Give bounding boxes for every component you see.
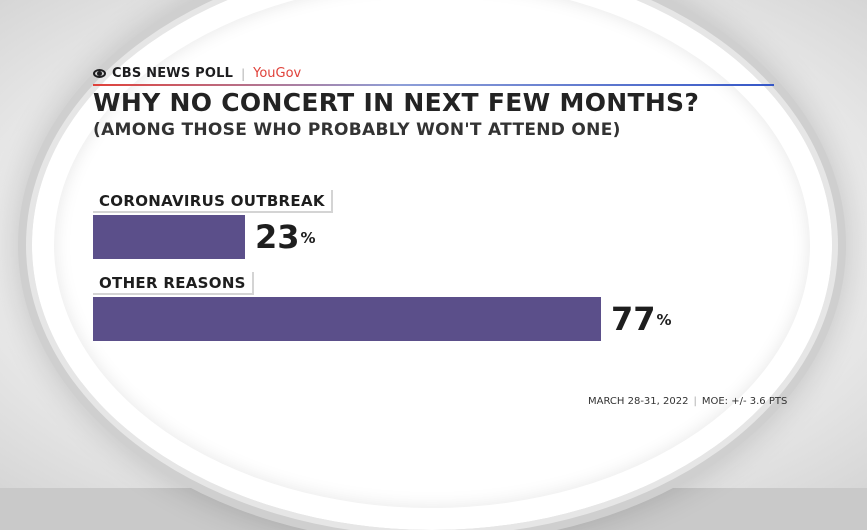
bar bbox=[93, 215, 245, 259]
value-number: 23 bbox=[255, 218, 300, 256]
poll-date: MARCH 28-31, 2022 bbox=[588, 396, 689, 407]
percent-sign: % bbox=[656, 311, 672, 329]
footer-separator: | bbox=[693, 396, 697, 407]
value-label: 23% bbox=[255, 221, 316, 253]
header-rule bbox=[93, 84, 774, 86]
header-separator: | bbox=[241, 66, 246, 81]
margin-of-error: MOE: +/- 3.6 PTS bbox=[701, 396, 788, 407]
category-label: OTHER REASONS bbox=[93, 272, 254, 295]
value-label: 77% bbox=[611, 303, 672, 335]
poll-header: CBS NEWS POLL | YouGov bbox=[93, 66, 301, 81]
bar bbox=[93, 297, 601, 341]
chart-title: WHY NO CONCERT IN NEXT FEW MONTHS? bbox=[93, 88, 700, 117]
category-label: CORONAVIRUS OUTBREAK bbox=[93, 190, 333, 213]
percent-sign: % bbox=[300, 229, 316, 247]
poll-footer: MARCH 28-31, 2022 | MOE: +/- 3.6 PTS bbox=[588, 396, 787, 407]
brand-label: CBS NEWS POLL bbox=[112, 66, 234, 81]
chart-subtitle: (AMONG THOSE WHO PROBABLY WON'T ATTEND O… bbox=[93, 120, 621, 140]
value-number: 77 bbox=[611, 300, 656, 338]
cbs-eye-icon bbox=[93, 69, 106, 78]
partner-label: YouGov bbox=[253, 66, 302, 81]
